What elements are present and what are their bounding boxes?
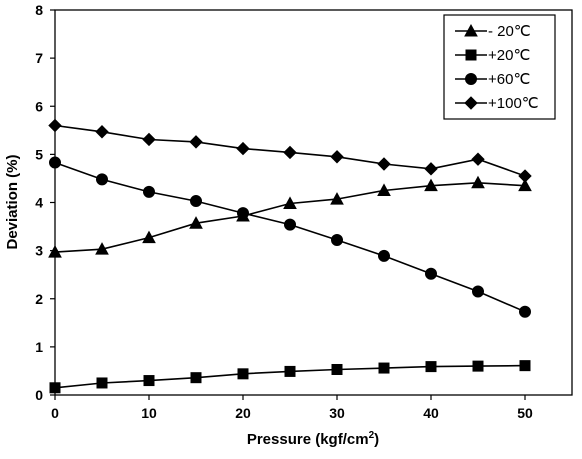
data-point-diamond xyxy=(189,135,203,149)
x-tick-label: 30 xyxy=(329,405,345,421)
data-point-diamond xyxy=(471,152,485,166)
y-tick-label: 0 xyxy=(35,387,43,403)
legend-item: +100℃ xyxy=(455,95,539,112)
data-point-diamond xyxy=(95,125,109,139)
data-point-diamond xyxy=(518,169,532,183)
x-tick-label: 0 xyxy=(51,405,59,421)
legend: - 20℃ +20℃ +60℃ +100℃ xyxy=(443,14,556,120)
data-point-triangle xyxy=(95,242,109,255)
data-point-square xyxy=(143,375,155,387)
data-point-circle xyxy=(190,195,202,208)
data-point-diamond xyxy=(142,132,156,147)
data-point-square xyxy=(284,365,296,377)
legend-label: - 20℃ xyxy=(488,23,531,40)
y-tick-label: 4 xyxy=(35,195,43,211)
legend-marker-diamond xyxy=(464,96,478,110)
legend-label: +100℃ xyxy=(488,95,539,112)
y-tick-label: 5 xyxy=(35,146,43,162)
data-point-circle xyxy=(425,267,437,280)
data-point-square xyxy=(237,368,249,380)
data-point-diamond xyxy=(377,157,391,171)
data-point-square xyxy=(96,377,108,389)
data-point-square xyxy=(378,362,390,374)
data-point-circle xyxy=(472,285,484,298)
x-axis-title: Pressure (kgf/cm2) xyxy=(247,430,379,448)
legend-item: +20℃ xyxy=(455,47,530,64)
y-tick-label: 6 xyxy=(35,98,43,114)
legend-marker-circle xyxy=(465,73,477,85)
data-point-triangle xyxy=(471,175,485,189)
y-tick-label: 3 xyxy=(35,243,43,259)
x-tick-label: 50 xyxy=(517,405,533,421)
data-point-triangle xyxy=(330,192,344,205)
x-axis-title-text: Pressure (kgf/cm xyxy=(247,431,369,448)
data-point-circle xyxy=(519,305,531,318)
legend-label: +20℃ xyxy=(488,47,530,64)
data-point-circle xyxy=(284,218,296,231)
series-diamond xyxy=(48,118,532,183)
y-axis-title: Deviation (%) xyxy=(4,154,21,249)
series-square xyxy=(49,360,531,394)
x-tick-label: 40 xyxy=(423,405,439,421)
x-axis-title-superscript: 2 xyxy=(369,430,375,441)
data-point-square xyxy=(331,363,343,375)
data-point-circle xyxy=(143,185,155,198)
x-tick-label: 20 xyxy=(235,405,251,421)
legend-item: +60℃ xyxy=(455,71,530,88)
data-point-triangle xyxy=(377,183,391,196)
y-axis-ticks: 0 1 2 3 4 5 6 7 8 xyxy=(35,2,55,403)
data-point-triangle xyxy=(283,196,297,209)
y-tick-label: 7 xyxy=(35,50,43,66)
legend-box xyxy=(443,14,556,120)
data-point-square xyxy=(190,372,202,384)
y-tick-label: 2 xyxy=(35,291,43,307)
x-axis-title-end: ) xyxy=(374,431,379,448)
data-point-circle xyxy=(96,173,108,186)
series-line-triangle xyxy=(54,181,526,253)
series-triangle xyxy=(48,175,532,258)
data-point-diamond xyxy=(424,162,438,176)
legend-marker-triangle xyxy=(464,23,478,37)
data-point-square xyxy=(425,361,437,373)
plot-frame xyxy=(54,9,573,396)
data-point-square xyxy=(472,360,484,372)
x-tick-label: 10 xyxy=(141,405,157,421)
data-point-circle xyxy=(237,207,249,220)
x-axis-ticks: 0 10 20 30 40 50 xyxy=(51,395,533,421)
data-point-circle xyxy=(331,234,343,247)
legend-marker-square xyxy=(465,49,477,61)
legend-label: +60℃ xyxy=(488,71,530,88)
legend-items: - 20℃ +20℃ +60℃ +100℃ xyxy=(455,23,539,112)
data-point-triangle xyxy=(142,230,156,244)
data-point-triangle xyxy=(424,178,438,192)
data-point-diamond xyxy=(283,145,297,160)
series-circle xyxy=(49,156,531,318)
y-tick-label: 1 xyxy=(35,339,43,355)
data-point-diamond xyxy=(236,141,250,156)
data-point-triangle xyxy=(518,178,532,192)
data-point-diamond xyxy=(330,150,344,164)
data-point-circle xyxy=(378,249,390,262)
data-point-triangle xyxy=(189,216,203,229)
data-point-square xyxy=(519,360,531,372)
y-tick-label: 8 xyxy=(35,2,43,18)
legend-item: - 20℃ xyxy=(455,23,531,40)
series-layer xyxy=(48,118,532,394)
